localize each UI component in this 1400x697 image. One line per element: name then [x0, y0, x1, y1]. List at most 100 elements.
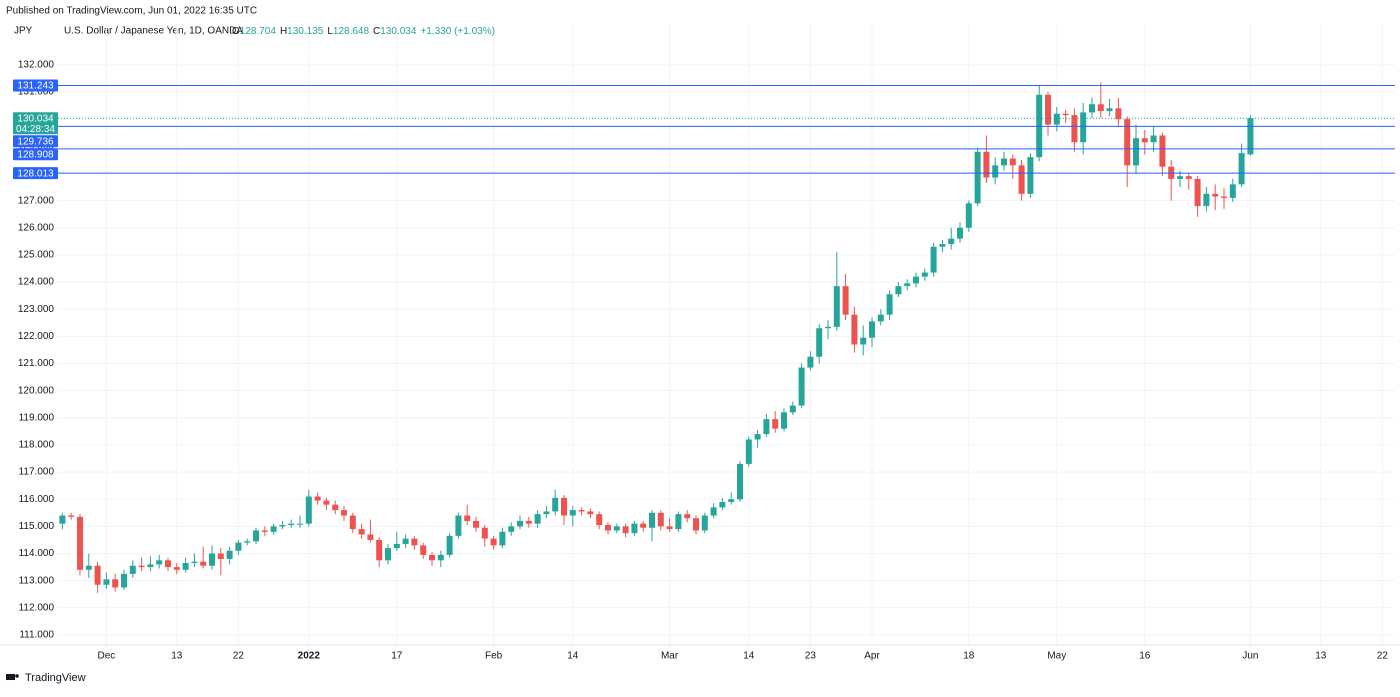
- candle-body: [1150, 135, 1157, 143]
- y-tick-label: 122.000: [18, 331, 55, 342]
- candle-body: [1018, 165, 1025, 194]
- candle-body: [358, 529, 365, 535]
- y-tick-label: 132.000: [18, 60, 55, 71]
- candle-body: [1247, 118, 1254, 155]
- candle-body: [437, 554, 444, 561]
- candle-body: [341, 510, 347, 516]
- candle-body: [728, 499, 735, 502]
- candle-body: [1080, 112, 1087, 143]
- candle-body: [376, 539, 383, 561]
- candle-body: [499, 531, 506, 546]
- candle-body: [684, 514, 691, 519]
- x-tick-label: 18: [963, 651, 975, 662]
- x-tick-label: 22: [233, 651, 245, 662]
- candle-body: [763, 419, 770, 435]
- ohlc-value: 128.704: [240, 26, 277, 37]
- candle-body: [261, 530, 268, 532]
- candle-body: [1027, 157, 1034, 194]
- candle-body: [1229, 184, 1236, 198]
- currency: JPY: [14, 26, 33, 37]
- candle-body: [719, 501, 726, 508]
- candle-body: [121, 573, 127, 588]
- candle-body: [781, 412, 787, 429]
- candle-body: [1124, 119, 1131, 166]
- candle-body: [895, 286, 902, 295]
- price-label-box: [13, 135, 58, 148]
- y-tick-label: 118.000: [19, 440, 55, 451]
- candle-body: [209, 553, 215, 566]
- candle-body: [666, 526, 673, 530]
- candle-body: [279, 525, 286, 527]
- grid: [58, 22, 1395, 645]
- candle-body: [464, 515, 471, 521]
- price-label: 128.908: [17, 149, 54, 160]
- candle-body: [191, 561, 198, 564]
- ohlc-key: C: [373, 26, 380, 37]
- candle-body: [842, 286, 849, 315]
- candle-body: [156, 560, 163, 565]
- candle-body: [402, 538, 409, 545]
- candle-body: [1212, 193, 1219, 197]
- candle-body: [349, 515, 356, 530]
- candle-body: [816, 328, 823, 357]
- x-tick-label: 13: [1315, 651, 1327, 662]
- candle-body: [789, 405, 796, 413]
- candle-body: [332, 504, 339, 511]
- candle-body: [939, 244, 946, 247]
- price-label-box: [13, 148, 58, 161]
- ohlc-key: L: [327, 26, 333, 37]
- y-tick-label: 131.000: [18, 87, 55, 98]
- candle-body: [605, 525, 611, 531]
- candle-body: [85, 565, 92, 570]
- candle-body: [235, 542, 242, 551]
- candle-body: [710, 507, 717, 516]
- candle-body: [913, 276, 919, 284]
- candle-body: [138, 565, 145, 568]
- ohlc-value: 130.135: [287, 26, 324, 37]
- candle-body: [569, 510, 576, 516]
- candle-body: [297, 523, 303, 525]
- candle-body: [693, 518, 699, 531]
- candle-body: [851, 314, 858, 345]
- price-label: 129.736: [17, 136, 54, 147]
- candle-body: [411, 538, 418, 546]
- x-tick-label: 22: [1377, 651, 1389, 662]
- candle-body: [314, 496, 321, 501]
- price-label-box: [13, 112, 58, 135]
- candle-body: [1221, 196, 1227, 198]
- candle-body: [974, 151, 981, 204]
- y-tick-label: 123.000: [18, 304, 55, 315]
- candle-body: [173, 567, 180, 570]
- candle-body: [1045, 94, 1051, 125]
- price-label: 131.243: [17, 81, 54, 92]
- candle-body: [165, 560, 171, 568]
- candle-body: [68, 515, 75, 517]
- ohlc-key: O: [232, 26, 240, 37]
- y-tick-label: 119.000: [19, 412, 55, 423]
- candle-body: [367, 534, 374, 540]
- ohlc-legend: O128.704 H130.135 L128.648 C130.034 +1.330 (…: [232, 26, 495, 37]
- candle-body: [1106, 108, 1113, 112]
- candle-body: [649, 512, 655, 528]
- candle-body: [869, 321, 875, 338]
- candle-body: [587, 511, 594, 515]
- candle-body: [490, 538, 497, 546]
- candle-body: [886, 294, 893, 315]
- candle-body: [305, 496, 312, 524]
- price-label: 128.013: [17, 168, 54, 179]
- candle-body: [1097, 104, 1104, 112]
- y-tick-label: 114.000: [19, 548, 55, 559]
- x-tick-label: May: [1047, 651, 1066, 662]
- candle-body: [59, 515, 66, 524]
- candle-body: [77, 516, 83, 570]
- candle-body: [226, 550, 233, 559]
- brand: TradingView: [25, 672, 86, 684]
- candle-body: [253, 530, 259, 542]
- candle-body: [446, 535, 453, 555]
- candle-body: [877, 314, 884, 322]
- x-tick-label: 2022: [298, 651, 321, 662]
- candle-body: [244, 541, 251, 543]
- candle-body: [112, 579, 119, 588]
- candle-body: [613, 526, 620, 531]
